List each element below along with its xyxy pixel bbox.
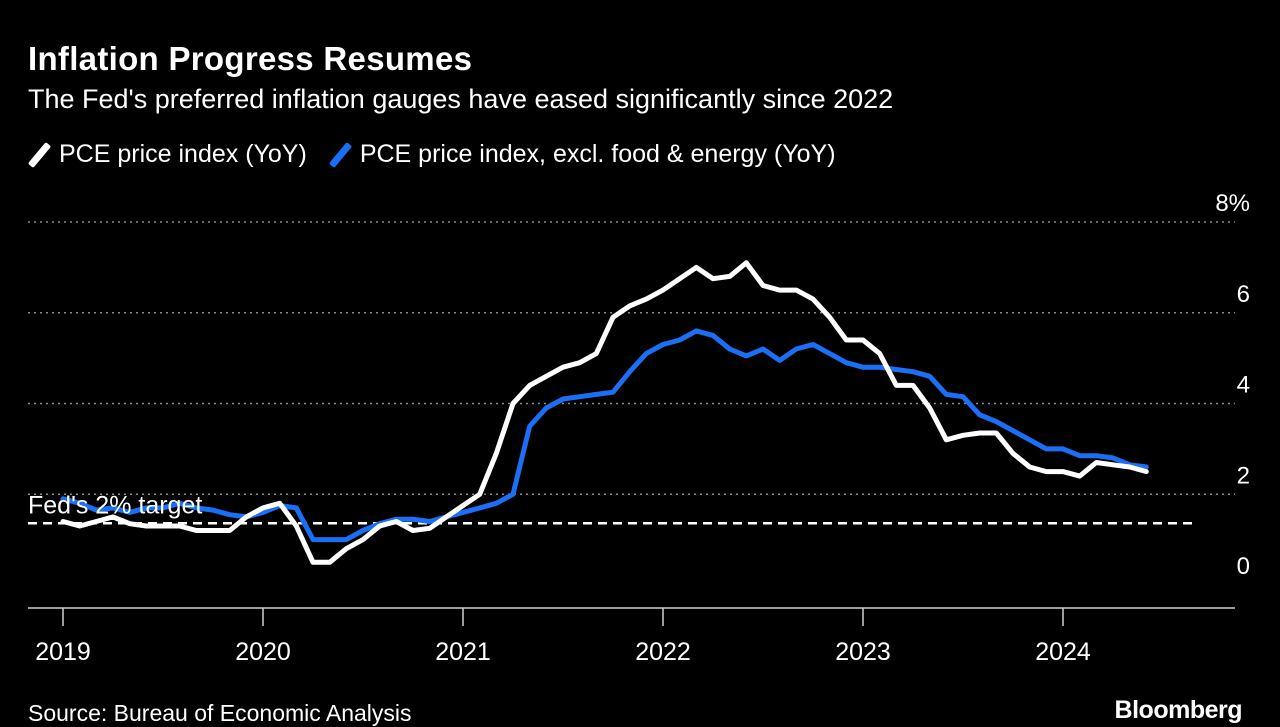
legend-item-core: PCE price index, excl. food & energy (Yo… bbox=[328, 140, 836, 169]
x-tick-label-2021: 2021 bbox=[435, 638, 491, 666]
y-tick-label-8: 8% bbox=[1215, 190, 1250, 217]
legend-label-pce: PCE price index (YoY) bbox=[59, 140, 307, 168]
y-tick-label-0: 0 bbox=[1237, 553, 1250, 580]
legend: PCE price index (YoY) PCE price index, e… bbox=[27, 140, 858, 169]
x-tick-label-2023: 2023 bbox=[835, 638, 891, 666]
y-tick-label-6: 6 bbox=[1237, 281, 1250, 308]
x-tick-label-2020: 2020 bbox=[235, 638, 291, 666]
source-note: Source: Bureau of Economic Analysis bbox=[28, 700, 412, 726]
fed-target-label: Fed's 2% target bbox=[28, 491, 202, 519]
x-tick-label-2024: 2024 bbox=[1035, 638, 1091, 666]
chart-subtitle: The Fed's preferred inflation gauges hav… bbox=[28, 84, 894, 114]
legend-item-pce: PCE price index (YoY) bbox=[27, 140, 307, 169]
bloomberg-logo: Bloomberg bbox=[1114, 696, 1243, 724]
x-tick-label-2022: 2022 bbox=[635, 638, 691, 666]
series-line-pce bbox=[60, 260, 1149, 565]
y-tick-label-2: 2 bbox=[1237, 462, 1250, 489]
chart-title: Inflation Progress Resumes bbox=[28, 40, 473, 77]
y-tick-label-4: 4 bbox=[1237, 372, 1250, 399]
legend-label-core: PCE price index, excl. food & energy (Yo… bbox=[359, 140, 836, 168]
x-tick-label-2019: 2019 bbox=[35, 638, 91, 666]
